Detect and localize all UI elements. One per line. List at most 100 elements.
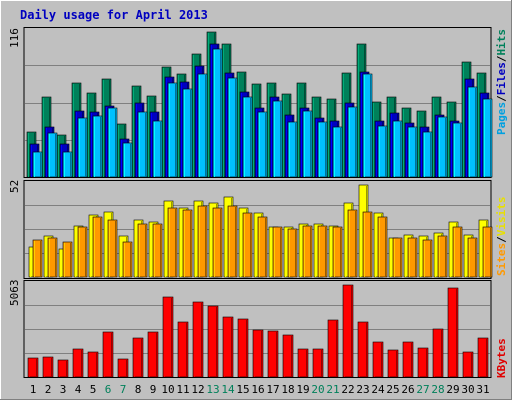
panel-bottom-max-label: 5063 (8, 280, 21, 307)
bar-pages-day-27 (422, 131, 433, 178)
bar-sites-day-17 (272, 226, 283, 278)
x-label-day-19: 19 (296, 383, 309, 396)
legend-item-sites: Sites (495, 243, 508, 276)
x-label-day-15: 15 (236, 383, 249, 396)
x-label-day-31: 31 (476, 383, 489, 396)
bar-sites-day-12 (197, 205, 208, 278)
legend-item-hits: Hits (495, 29, 508, 56)
x-label-day-25: 25 (386, 383, 399, 396)
bar-sites-day-26 (407, 237, 418, 278)
bar-pages-day-5 (92, 115, 103, 178)
bar-pages-day-7 (122, 142, 133, 178)
x-label-day-4: 4 (75, 383, 82, 396)
x-label-day-2: 2 (45, 383, 52, 396)
x-axis-labels: 1 2 3 4 5 6 7 8 9 10 11 12 13 14 15 16 17 18 19 20 21 22 23 24 2… (30, 383, 490, 396)
x-label-day-27: 27 (416, 383, 429, 396)
legend-panel-middle: Sites/Visits (495, 197, 508, 277)
bar-pages-day-22 (347, 106, 358, 178)
x-label-day-22: 22 (341, 383, 354, 396)
bar-kbytes-day-30 (462, 351, 474, 378)
bar-pages-day-1 (32, 151, 43, 178)
bar-pages-day-20 (317, 121, 328, 178)
bar-kbytes-day-24 (372, 341, 384, 378)
x-label-day-5: 5 (90, 383, 97, 396)
bar-kbytes-day-10 (162, 296, 174, 378)
bar-sites-day-3 (62, 241, 73, 278)
bar-pages-day-10 (167, 82, 178, 178)
x-label-day-12: 12 (191, 383, 204, 396)
bar-pages-day-14 (227, 77, 238, 178)
bar-pages-day-15 (242, 96, 253, 178)
bar-kbytes-day-25 (387, 349, 399, 378)
chart-title: Daily usage for April 2013 (20, 8, 208, 22)
x-label-day-13: 13 (206, 383, 219, 396)
legend-separator: / (495, 55, 508, 62)
bar-sites-day-4 (77, 226, 88, 278)
bar-kbytes-day-7 (117, 358, 129, 378)
bar-sites-day-30 (467, 237, 478, 278)
bar-pages-day-19 (302, 110, 313, 178)
x-label-day-21: 21 (326, 383, 339, 396)
bar-sites-day-22 (347, 209, 358, 278)
bar-sites-day-7 (122, 241, 133, 278)
bar-sites-day-13 (212, 207, 223, 278)
bar-pages-day-30 (467, 86, 478, 178)
bar-sites-day-21 (332, 226, 343, 278)
bar-kbytes-day-22 (342, 284, 354, 378)
bar-kbytes-day-19 (297, 348, 309, 378)
bar-kbytes-day-16 (252, 329, 264, 378)
x-label-day-17: 17 (266, 383, 279, 396)
bar-sites-day-2 (47, 237, 58, 278)
bar-pages-day-31 (482, 98, 493, 178)
bar-kbytes-day-21 (327, 319, 339, 378)
x-label-day-7: 7 (120, 383, 127, 396)
x-label-day-24: 24 (371, 383, 385, 396)
bar-sites-day-15 (242, 212, 253, 278)
bar-sites-day-1 (32, 239, 43, 278)
x-label-day-8: 8 (135, 383, 142, 396)
bar-pages-day-26 (407, 126, 418, 178)
x-label-day-16: 16 (251, 383, 264, 396)
bar-pages-day-11 (182, 88, 193, 178)
bar-kbytes-day-17 (267, 330, 279, 378)
bar-sites-day-25 (392, 237, 403, 278)
x-label-day-26: 26 (401, 383, 414, 396)
bar-kbytes-day-12 (192, 301, 204, 378)
bar-sites-day-31 (482, 226, 493, 278)
x-label-day-23: 23 (356, 383, 369, 396)
bar-pages-day-6 (107, 107, 118, 178)
bar-sites-day-20 (317, 225, 328, 278)
bar-pages-day-28 (437, 116, 448, 178)
bar-pages-day-21 (332, 126, 343, 178)
legend-separator: / (495, 95, 508, 102)
bar-pages-day-23 (362, 73, 373, 178)
bar-kbytes-day-31 (477, 337, 489, 378)
x-label-day-30: 30 (461, 383, 474, 396)
bar-pages-day-4 (77, 117, 88, 178)
bar-sites-day-16 (257, 216, 268, 278)
bar-kbytes-day-27 (417, 347, 429, 378)
bar-kbytes-day-8 (132, 337, 144, 378)
bar-kbytes-day-3 (57, 359, 69, 378)
x-label-day-20: 20 (311, 383, 324, 396)
legend-item-files: Files (495, 62, 508, 95)
bar-pages-day-2 (47, 132, 58, 178)
bar-sites-day-19 (302, 225, 313, 278)
bar-pages-day-17 (272, 100, 283, 178)
bar-pages-day-9 (152, 120, 163, 178)
bar-kbytes-day-23 (357, 321, 369, 378)
bar-kbytes-day-6 (102, 331, 114, 378)
bar-kbytes-day-5 (87, 351, 99, 378)
panel-middle-max-label: 52 (8, 180, 21, 193)
bar-pages-day-16 (257, 111, 268, 178)
bar-kbytes-day-4 (72, 348, 84, 378)
x-label-day-29: 29 (446, 383, 459, 396)
bar-kbytes-day-20 (312, 348, 324, 378)
bar-kbytes-day-1 (27, 357, 39, 378)
bar-sites-day-11 (182, 209, 193, 278)
bar-kbytes-day-9 (147, 331, 159, 378)
bars-layer (26, 31, 493, 378)
